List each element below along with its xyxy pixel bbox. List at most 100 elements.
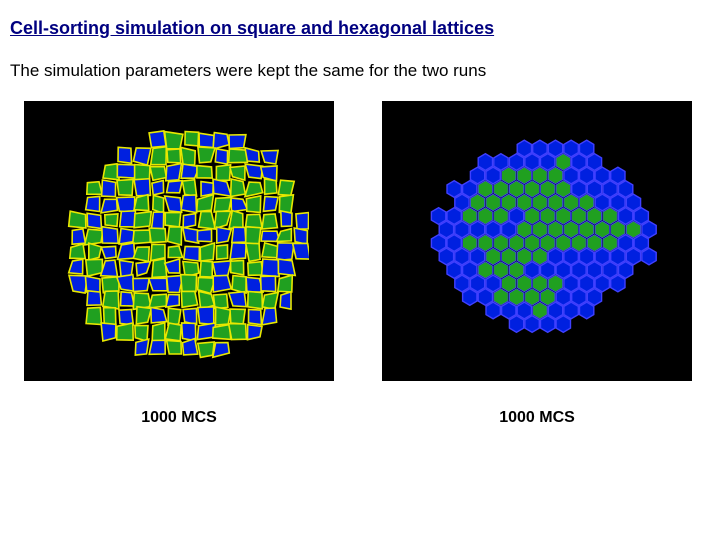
square-cell (213, 261, 232, 277)
hex-cell (494, 181, 508, 198)
square-cell (229, 292, 246, 307)
square-cell (149, 340, 165, 354)
square-cell (102, 180, 116, 197)
hex-cell (533, 194, 547, 211)
square-cell (101, 199, 117, 213)
hex-cell (548, 221, 562, 238)
hex-cell (517, 302, 531, 319)
square-cell (198, 342, 214, 357)
hex-cell (517, 140, 531, 157)
hex-cell (572, 262, 586, 279)
hex-cell (548, 167, 562, 184)
hex-cell (470, 194, 484, 211)
hex-cell (595, 194, 609, 211)
square-cell (214, 211, 230, 228)
square-cell (216, 307, 231, 325)
hex-cell (595, 167, 609, 184)
hex-cell (470, 167, 484, 184)
hex-cell (611, 248, 625, 265)
hex-cell (626, 194, 640, 211)
caption-hex: 1000 MCS (499, 409, 575, 427)
hex-cell (478, 181, 492, 198)
hex-cell (509, 289, 523, 306)
hex-cell (470, 248, 484, 265)
hex-cell (611, 167, 625, 184)
hex-cell (478, 154, 492, 171)
hex-cell (642, 248, 656, 265)
square-cell (167, 181, 183, 193)
square-cell (262, 214, 277, 229)
square-cell (231, 179, 246, 197)
square-cell (261, 150, 278, 164)
square-cell (197, 229, 211, 241)
hex-cell (517, 167, 531, 184)
square-cell (199, 211, 216, 229)
hex-cell (502, 302, 516, 319)
square-cell (182, 180, 196, 197)
hex-cell (439, 221, 453, 238)
square-cell (134, 195, 149, 211)
square-cell (214, 198, 231, 213)
square-cell (167, 149, 181, 163)
square-cell (183, 214, 196, 228)
square-cell (86, 196, 100, 211)
sim-square-svg (49, 111, 309, 371)
square-cell (230, 243, 246, 260)
hex-cell (517, 248, 531, 265)
square-cell (248, 325, 263, 340)
hex-cell (611, 194, 625, 211)
hex-cell (502, 167, 516, 184)
hex-cell (572, 208, 586, 225)
square-cell (135, 339, 149, 355)
square-cell (105, 214, 118, 226)
square-cell (231, 198, 247, 212)
square-cell (133, 247, 149, 261)
hex-cell (548, 194, 562, 211)
hex-cell (548, 302, 562, 319)
hex-cell (541, 154, 555, 171)
square-cell (246, 243, 260, 261)
square-cell (277, 243, 295, 261)
square-cell (245, 182, 263, 197)
hex-cell (470, 221, 484, 238)
square-cell (136, 262, 150, 276)
square-cell (102, 227, 118, 244)
hex-cell (611, 275, 625, 292)
hex-cell (486, 302, 500, 319)
hex-cell (642, 221, 656, 238)
square-cell (278, 180, 294, 195)
square-cell (103, 291, 119, 309)
square-cell (87, 182, 102, 195)
square-cell (133, 230, 151, 244)
hex-cell (494, 208, 508, 225)
square-cell (217, 227, 232, 243)
square-cell (265, 179, 277, 194)
hex-cell (603, 208, 617, 225)
square-cell (213, 179, 231, 196)
square-cell (277, 229, 292, 242)
hex-cell (611, 221, 625, 238)
square-cell (183, 339, 198, 355)
hex-cell (580, 194, 594, 211)
square-cell (232, 276, 246, 294)
square-cell (249, 309, 262, 324)
hex-cell (533, 167, 547, 184)
square-cell (72, 229, 85, 244)
hex-cell (564, 194, 578, 211)
square-cell (149, 294, 166, 308)
square-cell (89, 243, 102, 260)
square-cell (294, 228, 307, 244)
hex-cell (533, 248, 547, 265)
square-cell (101, 246, 116, 258)
square-cell (230, 309, 245, 324)
hex-cell (486, 248, 500, 265)
square-cell (69, 259, 83, 274)
sim-hex-svg (407, 121, 667, 361)
hex-cell (525, 181, 539, 198)
square-cell (278, 275, 293, 292)
hex-cell (525, 208, 539, 225)
hex-cell (525, 154, 539, 171)
hex-cell (564, 248, 578, 265)
square-cell (197, 195, 214, 212)
hex-cell (626, 248, 640, 265)
